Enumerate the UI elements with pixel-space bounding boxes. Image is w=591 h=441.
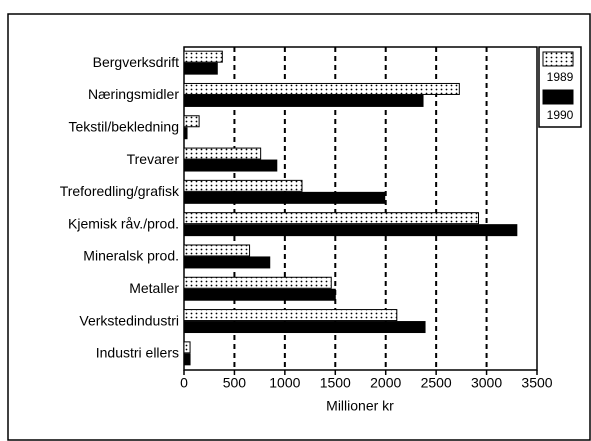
bar xyxy=(183,244,251,257)
x-tick-label: 0 xyxy=(180,375,188,391)
legend-swatch xyxy=(542,89,574,105)
y-tick-label: Metaller xyxy=(129,280,179,296)
bar xyxy=(183,224,518,237)
y-tick-label: Treforedling/grafisk xyxy=(60,183,180,199)
bar xyxy=(183,256,271,269)
bar xyxy=(183,309,398,322)
y-tick-label: Næringsmidler xyxy=(88,86,179,102)
y-tick-label: Trevarer xyxy=(127,151,180,167)
y-tick-label: Tekstil/bekledning xyxy=(68,118,179,134)
x-axis-label: Millioner kr xyxy=(326,398,394,414)
bar xyxy=(183,276,332,289)
bar xyxy=(183,159,278,172)
bar xyxy=(183,62,218,75)
x-tick-label: 3000 xyxy=(471,375,502,391)
bar xyxy=(183,191,386,204)
bar xyxy=(183,94,424,107)
bar xyxy=(183,321,426,334)
legend-label: 1990 xyxy=(547,108,574,122)
legend-swatch xyxy=(542,51,574,67)
bar xyxy=(183,212,480,225)
y-tick-label: Bergverksdrift xyxy=(93,54,179,70)
bar xyxy=(183,353,191,366)
legend-label: 1989 xyxy=(547,70,574,84)
bar xyxy=(183,288,336,301)
x-tick-label: 3500 xyxy=(521,375,552,391)
y-tick-label: Kjemisk råv./prod. xyxy=(68,215,179,231)
bar xyxy=(183,341,191,354)
y-tick-label: Verkstedindustri xyxy=(79,312,179,328)
bar xyxy=(183,82,460,95)
y-tick-label: Industri ellers xyxy=(96,345,179,361)
bar xyxy=(183,147,262,160)
frame xyxy=(7,13,591,441)
x-tick-label: 1500 xyxy=(320,375,351,391)
x-tick-label: 2500 xyxy=(421,375,452,391)
bar xyxy=(183,179,303,192)
bar xyxy=(183,115,200,128)
x-tick-label: 2000 xyxy=(370,375,401,391)
plot-frame xyxy=(183,46,538,371)
y-tick-label: Mineralsk prod. xyxy=(83,248,179,264)
x-tick-label: 1000 xyxy=(269,375,300,391)
bar xyxy=(183,50,223,63)
x-tick-label: 500 xyxy=(223,375,247,391)
bar xyxy=(183,127,188,140)
